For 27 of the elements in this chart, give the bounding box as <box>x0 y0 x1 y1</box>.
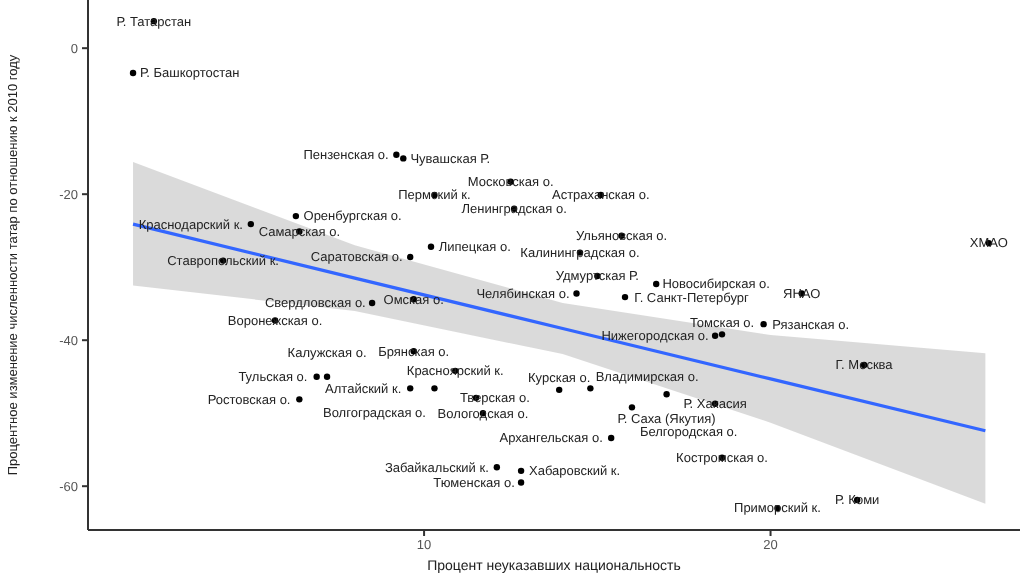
point <box>587 385 594 392</box>
point <box>718 331 726 338</box>
point <box>129 69 137 77</box>
point <box>517 467 525 475</box>
point <box>663 391 670 398</box>
point <box>517 479 525 486</box>
point <box>407 385 414 392</box>
point <box>313 373 320 380</box>
point <box>653 280 660 288</box>
point <box>247 220 255 228</box>
point <box>760 320 767 328</box>
point <box>393 151 400 158</box>
point <box>407 253 414 261</box>
point <box>292 212 300 220</box>
point <box>573 290 580 297</box>
point <box>431 385 438 392</box>
point <box>621 293 629 301</box>
point <box>493 464 501 471</box>
point <box>368 299 376 307</box>
point <box>296 396 303 403</box>
point <box>607 434 615 442</box>
point <box>628 404 636 411</box>
point <box>400 155 407 162</box>
point <box>323 373 331 380</box>
point <box>427 243 435 250</box>
point <box>556 386 563 394</box>
point <box>711 332 719 340</box>
